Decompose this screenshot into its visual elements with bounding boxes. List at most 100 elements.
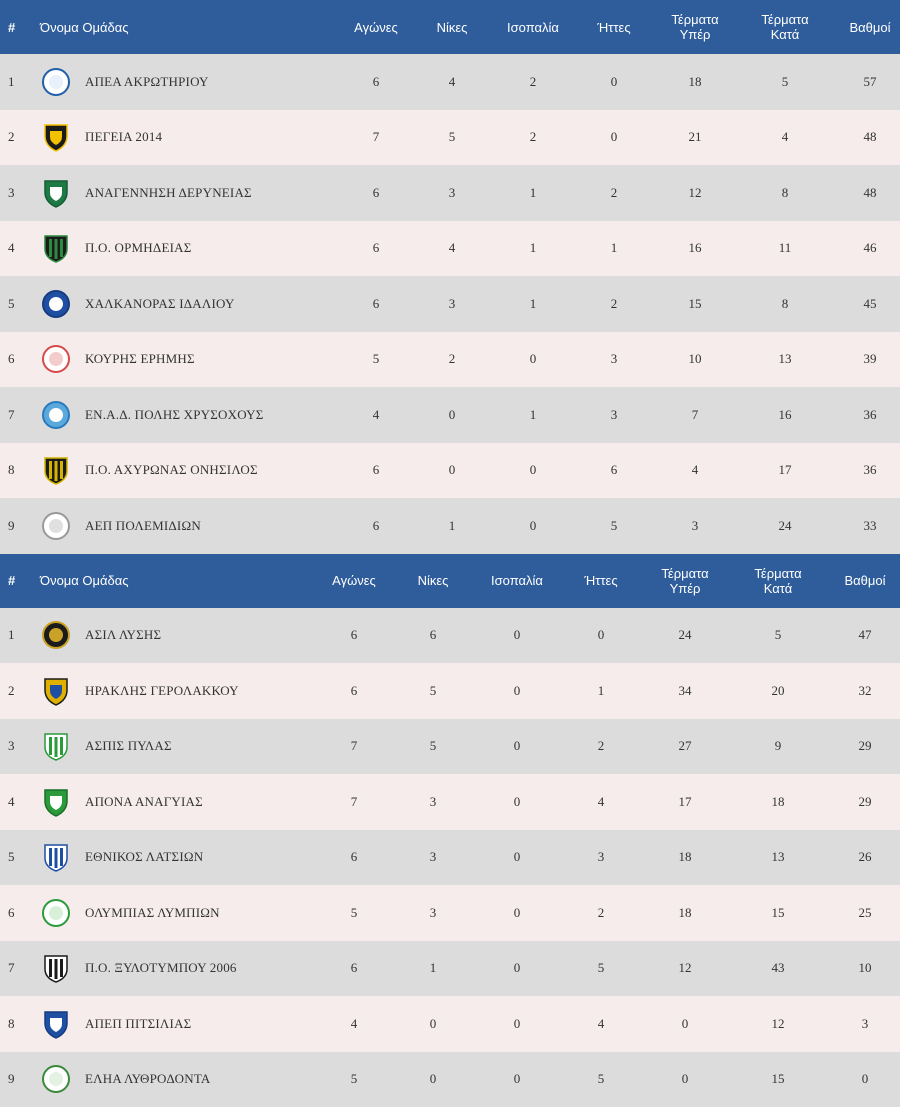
goals-against-cell: 4 — [745, 110, 825, 166]
goals-for-cell: 12 — [645, 941, 725, 997]
header-goals-against-line2: Κατά — [764, 581, 793, 596]
goals-against-cell: 17 — [745, 443, 825, 499]
team-name-link[interactable]: ΑΠΕΑ ΑΚΡΩΤΗΡΙΟΥ — [85, 54, 209, 110]
po-ormideias-logo[interactable] — [40, 221, 72, 277]
team-name-link[interactable]: ΕΝ.Α.Δ. ΠΟΛΗΣ ΧΡΥΣΟΧΟΥΣ — [85, 387, 264, 443]
wins-cell: 3 — [416, 276, 488, 332]
draws-cell: 0 — [472, 996, 562, 1052]
standings-table-2: # Όνομα Ομάδας Αγώνες Νίκες Ισοπαλία Ήττ… — [0, 554, 900, 1107]
goals-for-cell: 0 — [645, 996, 725, 1052]
played-cell: 4 — [340, 387, 412, 443]
apep-pitsilias-logo[interactable] — [40, 996, 72, 1052]
played-cell: 4 — [318, 996, 390, 1052]
points-cell: 3 — [825, 996, 900, 1052]
points-cell: 46 — [830, 221, 900, 277]
pegeia-2014-logo[interactable] — [40, 110, 72, 166]
team-name-link[interactable]: ΑΠΕΠ ΠΙΤΣΙΛΙΑΣ — [85, 996, 191, 1052]
wins-cell: 0 — [397, 1052, 469, 1107]
goals-for-cell: 3 — [655, 498, 735, 554]
draws-cell: 0 — [488, 443, 578, 499]
team-name-link[interactable]: ΕΛΗΑ ΛΥΘΡΟΔΟΝΤΑ — [85, 1052, 211, 1107]
draws-cell: 0 — [472, 663, 562, 719]
position-cell: 3 — [8, 719, 15, 775]
wins-cell: 0 — [397, 996, 469, 1052]
draws-cell: 2 — [488, 54, 578, 110]
goals-against-cell: 13 — [738, 830, 818, 886]
played-cell: 6 — [318, 608, 390, 664]
aspis-pylas-logo[interactable] — [40, 719, 72, 775]
played-cell: 7 — [318, 774, 390, 830]
apea-akrotiriou-logo[interactable] — [40, 54, 72, 110]
chalkanoras-idaliou-logo[interactable] — [40, 276, 72, 332]
losses-cell: 2 — [565, 719, 637, 775]
iraklis-gerolakkou-logo[interactable] — [40, 663, 72, 719]
anagennisi-deryneias-logo[interactable] — [40, 165, 72, 221]
team-name-link[interactable]: ΗΡΑΚΛΗΣ ΓΕΡΟΛΑΚΚΟΥ — [85, 663, 239, 719]
team-name-link[interactable]: ΕΘΝΙΚΟΣ ΛΑΤΣΙΩΝ — [85, 830, 203, 886]
achyronas-onisilos-logo[interactable] — [40, 443, 72, 499]
played-cell: 6 — [340, 443, 412, 499]
enad-polis-logo[interactable] — [40, 387, 72, 443]
losses-cell: 3 — [578, 332, 650, 388]
header-draws: Ισοπαλία — [472, 554, 562, 608]
points-cell: 47 — [825, 608, 900, 664]
losses-cell: 5 — [578, 498, 650, 554]
goals-against-cell: 11 — [745, 221, 825, 277]
goals-for-cell: 17 — [645, 774, 725, 830]
losses-cell: 0 — [565, 608, 637, 664]
asil-lysis-logo[interactable] — [40, 608, 72, 664]
team-name-link[interactable]: ΚΟΥΡΗΣ ΕΡΗΜΗΣ — [85, 332, 195, 388]
goals-for-cell: 27 — [645, 719, 725, 775]
olympias-lympion-logo[interactable] — [40, 885, 72, 941]
wins-cell: 2 — [416, 332, 488, 388]
aep-polemidion-logo[interactable] — [40, 498, 72, 554]
header-goals-for-line1: Τέρματα — [671, 12, 718, 27]
team-name-link[interactable]: ΧΑΛΚΑΝΟΡΑΣ ΙΔΑΛΙΟΥ — [85, 276, 235, 332]
draws-cell: 0 — [472, 1052, 562, 1107]
header-position: # — [8, 0, 15, 54]
ethnikos-latsion-logo[interactable] — [40, 830, 72, 886]
losses-cell: 1 — [565, 663, 637, 719]
wins-cell: 3 — [397, 885, 469, 941]
points-cell: 33 — [830, 498, 900, 554]
goals-against-cell: 13 — [745, 332, 825, 388]
points-cell: 29 — [825, 774, 900, 830]
team-name-link[interactable]: ΑΠΟΝΑ ΑΝΑΓΥΙΑΣ — [85, 774, 203, 830]
apona-anagyias-logo[interactable] — [40, 774, 72, 830]
team-name-link[interactable]: ΑΝΑΓΕΝΝΗΣΗ ΔΕΡΥΝΕΙΑΣ — [85, 165, 252, 221]
header-team-name: Όνομα Ομάδας — [40, 0, 129, 54]
team-name-link[interactable]: ΑΕΠ ΠΟΛΕΜΙΔΙΩΝ — [85, 498, 201, 554]
goals-for-cell: 7 — [655, 387, 735, 443]
team-name-link[interactable]: Π.Ο. ΞΥΛΟΤΥΜΠΟΥ 2006 — [85, 941, 237, 997]
team-name-link[interactable]: Π.Ο. ΟΡΜΗΔΕΙΑΣ — [85, 221, 191, 277]
header-points: Βαθμοί — [830, 0, 900, 54]
position-cell: 9 — [8, 1052, 15, 1107]
team-name-link[interactable]: ΠΕΓΕΙΑ 2014 — [85, 110, 162, 166]
elia-lythrodonta-logo[interactable] — [40, 1052, 72, 1107]
goals-against-cell: 5 — [738, 608, 818, 664]
header-goals-for-line2: Υπέρ — [680, 27, 711, 42]
po-xylotymbou-logo[interactable] — [40, 941, 72, 997]
team-name-link[interactable]: ΑΣΠΙΣ ΠΥΛΑΣ — [85, 719, 172, 775]
goals-for-cell: 15 — [655, 276, 735, 332]
draws-cell: 1 — [488, 165, 578, 221]
losses-cell: 0 — [578, 54, 650, 110]
position-cell: 8 — [8, 443, 15, 499]
kouris-erimis-logo[interactable] — [40, 332, 72, 388]
played-cell: 6 — [340, 165, 412, 221]
draws-cell: 0 — [472, 608, 562, 664]
team-name-link[interactable]: ΑΣΙΛ ΛΥΣΗΣ — [85, 608, 161, 664]
team-name-link[interactable]: Π.Ο. ΑΧΥΡΩΝΑΣ ΟΝΗΣΙΛΟΣ — [85, 443, 258, 499]
draws-cell: 1 — [488, 221, 578, 277]
draws-cell: 0 — [472, 774, 562, 830]
position-cell: 9 — [8, 498, 15, 554]
losses-cell: 3 — [565, 830, 637, 886]
team-name-link[interactable]: ΟΛΥΜΠΙΑΣ ΛΥΜΠΙΩΝ — [85, 885, 220, 941]
